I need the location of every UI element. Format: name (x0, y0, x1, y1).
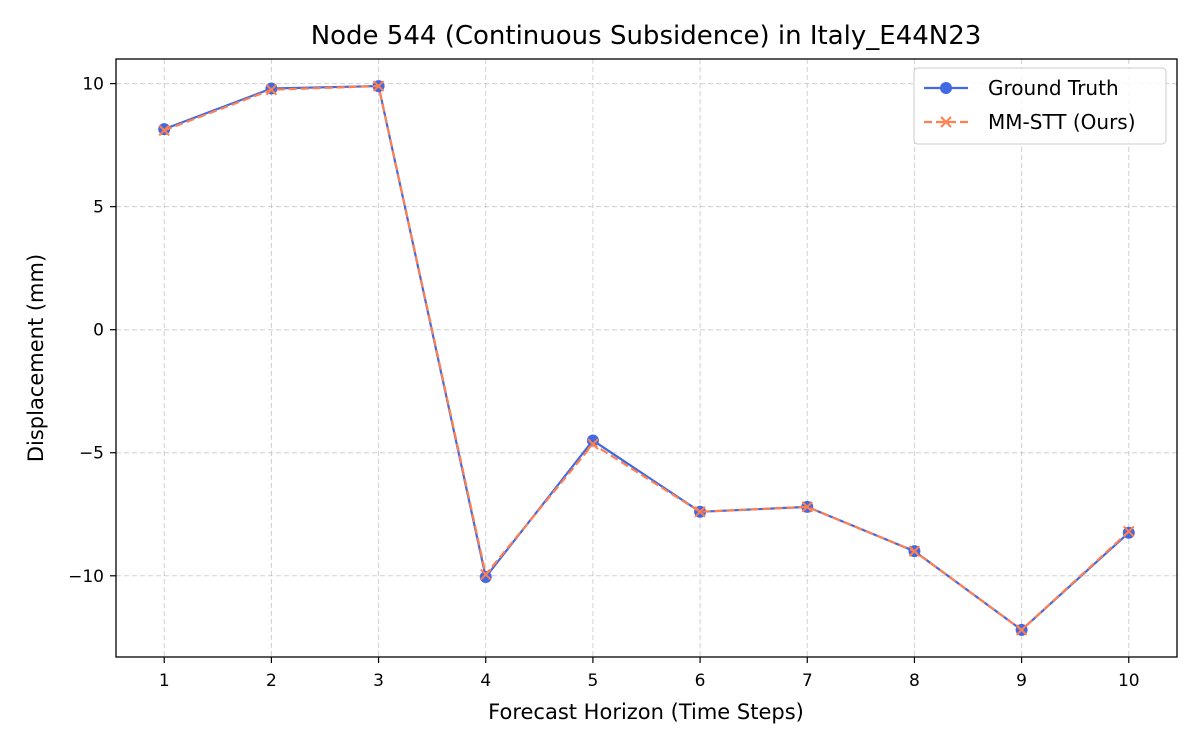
y-tick-label: 5 (93, 198, 104, 218)
legend: Ground Truth MM-STT (Ours) (913, 67, 1167, 145)
legend-mm-stt-marker (940, 116, 952, 128)
legend-mm-stt-label: MM-STT (Ours) (988, 110, 1136, 134)
series-layer (158, 80, 1135, 636)
x-tick-label: 2 (266, 671, 277, 691)
y-axis-label: Displacement (mm) (24, 254, 48, 462)
x-axis-label: Forecast Horizon (Time Steps) (488, 700, 804, 724)
data-point-mm-stt-ours (694, 506, 706, 518)
y-axis: 10 5 0 −5 −10 (68, 75, 116, 587)
data-point-mm-stt-ours (480, 568, 492, 581)
y-tick-label: −10 (68, 567, 104, 587)
series-line-ground-truth (163, 84, 1130, 632)
x-tick-label: 3 (373, 671, 384, 691)
x-tick-label: 7 (802, 671, 813, 691)
y-tick-label: −5 (79, 444, 104, 464)
data-point-mm-stt-ours (801, 501, 813, 513)
grid (116, 59, 1177, 657)
data-point-mm-stt-ours (908, 545, 921, 557)
x-tick-label: 6 (695, 671, 706, 691)
data-point-mm-stt-ours (1015, 624, 1028, 636)
plot-frame (115, 58, 1178, 658)
x-tick-label: 4 (480, 671, 491, 691)
x-tick-label: 10 (1118, 671, 1140, 691)
legend-box (913, 67, 1167, 145)
x-tick-label: 5 (588, 671, 599, 691)
series-line-mm-stt-ours (163, 84, 1130, 632)
legend-ground-truth-label: Ground Truth (988, 76, 1119, 100)
data-point-mm-stt-ours (1123, 525, 1135, 538)
x-axis: 1 2 3 4 5 6 7 8 9 10 (159, 657, 1140, 691)
y-tick-label: 0 (93, 321, 104, 341)
y-tick-label: 10 (82, 75, 104, 95)
data-point-mm-stt-ours (587, 438, 599, 450)
data-point-ground-truth (586, 434, 599, 447)
data-point-ground-truth (479, 571, 492, 584)
legend-ground-truth-marker (940, 82, 952, 94)
data-point-mm-stt-ours (372, 80, 385, 92)
chart-title: Node 544 (Continuous Subsidence) in Ital… (311, 21, 982, 51)
x-tick-label: 8 (909, 671, 920, 691)
x-tick-label: 1 (159, 671, 170, 691)
data-point-mm-stt-ours (265, 84, 278, 96)
x-tick-label: 9 (1016, 671, 1027, 691)
data-point-mm-stt-ours (158, 124, 170, 137)
